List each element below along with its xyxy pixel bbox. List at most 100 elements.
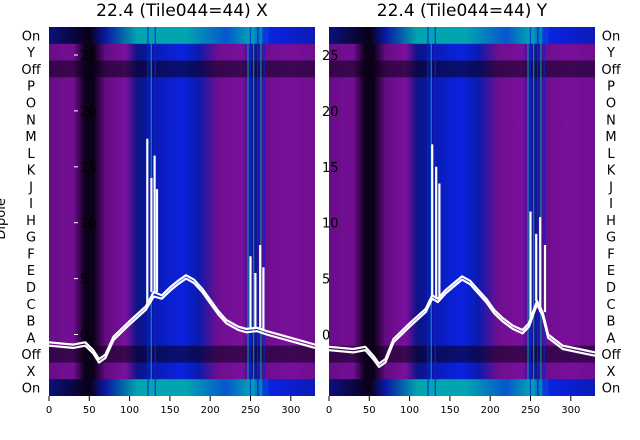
dipole-label: H xyxy=(606,214,616,229)
dipole-label: F xyxy=(27,247,34,262)
y-tick-label: 25 xyxy=(322,49,339,64)
panel-x: 22.4 (Tile044=44) X 0 5 10 15 20 25 On Y Off PONML… xyxy=(0,1,315,416)
dipole-label: Off xyxy=(601,348,621,363)
dipole-label: H xyxy=(26,214,36,229)
dipole-label: N xyxy=(26,113,36,128)
dipole-label: Off xyxy=(601,63,621,78)
x-tick-label: 0 xyxy=(46,405,52,416)
heatmap-stripe xyxy=(247,27,249,396)
dipole-label: On xyxy=(602,382,620,397)
dipole-label: B xyxy=(27,315,36,330)
dipole-label: M xyxy=(25,130,36,145)
y-axis-label: Dipole xyxy=(0,198,9,239)
heatmap-row xyxy=(49,27,315,45)
heatmap-stripe xyxy=(532,27,535,396)
y-tick-label: 0 xyxy=(80,329,88,344)
heatmap-row xyxy=(49,77,315,95)
heatmap-row xyxy=(329,77,595,95)
heatmap-stripe xyxy=(543,27,545,396)
heatmap-row xyxy=(329,312,595,330)
dipole-label: G xyxy=(26,231,36,246)
dipole-label: L xyxy=(607,147,615,162)
x-tick-label: 250 xyxy=(241,405,260,416)
x-tick-label: 200 xyxy=(481,405,500,416)
x-tick-label: 300 xyxy=(281,405,300,416)
dipole-label: E xyxy=(607,264,615,279)
chart-title: 22.4 (Tile044=44) Y xyxy=(377,1,548,21)
heatmap-row xyxy=(329,295,595,313)
x-tick-label: 200 xyxy=(201,405,220,416)
dipole-label: Y xyxy=(26,46,35,61)
y-tick-label: 0 xyxy=(322,329,330,344)
x-tick-label: 50 xyxy=(363,405,376,416)
dipole-label: On xyxy=(22,382,40,397)
dipole-label: N xyxy=(606,113,616,128)
dipole-label: G xyxy=(606,231,616,246)
heatmap-row xyxy=(329,379,595,396)
x-tick-label: 300 xyxy=(561,405,580,416)
dipole-label: J xyxy=(28,180,33,195)
heatmap-row xyxy=(329,43,595,62)
y-tick-label: 15 xyxy=(80,161,97,176)
dipole-label: B xyxy=(607,315,616,330)
heatmap-row xyxy=(49,312,315,330)
heatmap-row xyxy=(49,295,315,313)
y-tick-label: 25 xyxy=(80,49,97,64)
y-tick-label: 20 xyxy=(80,105,97,120)
y-tick-label: 5 xyxy=(80,273,88,288)
heatmap-row xyxy=(329,60,595,78)
y-tick-label: 20 xyxy=(322,105,339,120)
heatmap-stripe xyxy=(257,27,259,396)
heatmap-row xyxy=(329,161,595,179)
dipole-label: Off xyxy=(21,348,41,363)
x-tick-label: 0 xyxy=(326,405,332,416)
dipole-label: X xyxy=(27,365,36,380)
dipole-label: P xyxy=(27,80,35,95)
x-tick-label: 250 xyxy=(521,405,540,416)
dipole-label: E xyxy=(27,264,35,279)
dipole-label: I xyxy=(29,197,33,212)
dipole-label: D xyxy=(26,281,36,296)
dipole-label: D xyxy=(606,281,616,296)
dipole-label: F xyxy=(607,247,614,262)
dipole-label: J xyxy=(608,180,613,195)
series-line xyxy=(49,274,315,361)
dipole-label: M xyxy=(605,130,616,145)
heatmap-row xyxy=(49,127,315,145)
x-tick-label: 150 xyxy=(160,405,179,416)
heatmap-stripe xyxy=(252,27,255,396)
dipole-label: K xyxy=(607,164,616,179)
y-tick-label: 10 xyxy=(80,217,97,232)
x-tick-label: 100 xyxy=(400,405,419,416)
dipole-label: Off xyxy=(21,63,41,78)
dipole-label: L xyxy=(27,147,35,162)
panel-y: 22.4 (Tile044=44) Y 0 5 10 15 20 25 On Y Off PONML… xyxy=(316,1,622,416)
heatmap-row xyxy=(49,178,315,196)
dipole-label: O xyxy=(606,97,616,112)
series-line xyxy=(49,277,315,364)
dipole-label: Y xyxy=(606,46,615,61)
heatmap-stripe xyxy=(540,27,542,396)
dipole-label: P xyxy=(607,80,615,95)
dipole-label: O xyxy=(26,97,36,112)
heatmap-stripe xyxy=(427,27,429,396)
x-tick-label: 150 xyxy=(440,405,459,416)
heatmap-row xyxy=(329,362,595,380)
y-tick-label: 15 xyxy=(322,161,339,176)
y-tick-label: 5 xyxy=(322,273,330,288)
heatmap-row xyxy=(49,379,315,396)
dipole-label: I xyxy=(609,197,613,212)
dipole-label: C xyxy=(606,298,615,313)
heatmap-row xyxy=(329,127,595,145)
heatmap-stripe xyxy=(263,27,265,396)
dipole-label: A xyxy=(607,331,616,346)
heatmap xyxy=(329,27,595,396)
x-tick-label: 100 xyxy=(120,405,139,416)
heatmap-row xyxy=(49,144,315,162)
heatmap-stripe xyxy=(260,27,262,396)
heatmap xyxy=(49,27,315,396)
heatmap-row xyxy=(49,245,315,263)
dipole-label: A xyxy=(27,331,36,346)
x-tick-label: 50 xyxy=(83,405,96,416)
